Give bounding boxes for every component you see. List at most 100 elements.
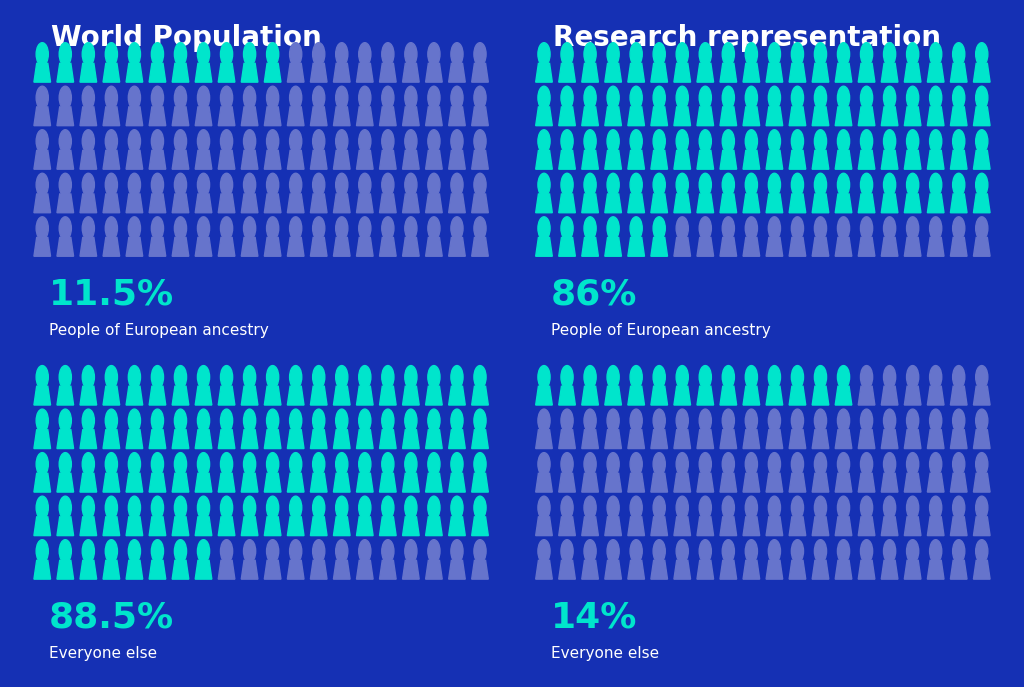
- Polygon shape: [743, 107, 760, 126]
- Circle shape: [607, 217, 620, 240]
- Circle shape: [814, 409, 826, 432]
- Polygon shape: [402, 194, 419, 213]
- Circle shape: [290, 540, 302, 563]
- Polygon shape: [310, 473, 327, 492]
- Polygon shape: [974, 561, 990, 579]
- Circle shape: [36, 409, 48, 432]
- Circle shape: [792, 130, 804, 153]
- Polygon shape: [356, 238, 373, 256]
- Polygon shape: [674, 386, 690, 405]
- Circle shape: [428, 86, 440, 109]
- Circle shape: [336, 409, 348, 432]
- Circle shape: [538, 496, 550, 519]
- Polygon shape: [904, 561, 921, 579]
- Circle shape: [538, 217, 550, 240]
- Polygon shape: [582, 430, 598, 449]
- Circle shape: [630, 409, 642, 432]
- Circle shape: [653, 130, 666, 153]
- Polygon shape: [882, 430, 898, 449]
- Polygon shape: [242, 150, 258, 169]
- Polygon shape: [950, 107, 967, 126]
- Circle shape: [404, 217, 417, 240]
- Circle shape: [59, 365, 72, 389]
- Polygon shape: [310, 107, 327, 126]
- Circle shape: [538, 173, 550, 196]
- Polygon shape: [449, 194, 465, 213]
- Polygon shape: [858, 561, 874, 579]
- Polygon shape: [605, 561, 622, 579]
- Circle shape: [382, 217, 394, 240]
- Polygon shape: [720, 150, 736, 169]
- Polygon shape: [126, 561, 142, 579]
- Circle shape: [266, 173, 279, 196]
- Polygon shape: [974, 238, 990, 256]
- Circle shape: [676, 173, 688, 196]
- Polygon shape: [310, 386, 327, 405]
- Polygon shape: [264, 107, 281, 126]
- Polygon shape: [150, 63, 166, 82]
- Circle shape: [82, 173, 94, 196]
- Circle shape: [312, 217, 325, 240]
- Polygon shape: [126, 107, 142, 126]
- Circle shape: [676, 86, 688, 109]
- Circle shape: [451, 496, 463, 519]
- Circle shape: [82, 453, 94, 475]
- Polygon shape: [605, 107, 622, 126]
- Polygon shape: [380, 150, 396, 169]
- Polygon shape: [582, 150, 598, 169]
- Polygon shape: [766, 238, 782, 256]
- Polygon shape: [334, 386, 350, 405]
- Polygon shape: [402, 238, 419, 256]
- Circle shape: [128, 130, 140, 153]
- Polygon shape: [628, 386, 644, 405]
- Polygon shape: [790, 150, 806, 169]
- Polygon shape: [790, 107, 806, 126]
- Circle shape: [382, 365, 394, 389]
- Circle shape: [290, 496, 302, 519]
- Polygon shape: [426, 561, 442, 579]
- Polygon shape: [150, 107, 166, 126]
- Circle shape: [474, 217, 486, 240]
- Circle shape: [561, 217, 573, 240]
- Polygon shape: [242, 473, 258, 492]
- Polygon shape: [790, 194, 806, 213]
- Circle shape: [792, 217, 804, 240]
- Polygon shape: [34, 430, 50, 449]
- Circle shape: [952, 43, 965, 66]
- Polygon shape: [697, 194, 714, 213]
- Circle shape: [584, 453, 596, 475]
- Polygon shape: [57, 517, 74, 536]
- Circle shape: [792, 43, 804, 66]
- Polygon shape: [402, 150, 419, 169]
- Polygon shape: [950, 517, 967, 536]
- Circle shape: [290, 130, 302, 153]
- Polygon shape: [57, 386, 74, 405]
- Polygon shape: [34, 150, 50, 169]
- Polygon shape: [812, 63, 828, 82]
- Polygon shape: [310, 561, 327, 579]
- Polygon shape: [150, 430, 166, 449]
- Circle shape: [220, 173, 232, 196]
- Circle shape: [699, 217, 712, 240]
- Circle shape: [451, 409, 463, 432]
- Circle shape: [36, 130, 48, 153]
- Circle shape: [312, 130, 325, 153]
- Circle shape: [290, 453, 302, 475]
- Polygon shape: [812, 517, 828, 536]
- Circle shape: [814, 496, 826, 519]
- Circle shape: [105, 173, 118, 196]
- Circle shape: [358, 173, 371, 196]
- Polygon shape: [628, 194, 644, 213]
- Circle shape: [174, 217, 186, 240]
- Circle shape: [82, 365, 94, 389]
- Circle shape: [884, 540, 896, 563]
- Polygon shape: [126, 386, 142, 405]
- Polygon shape: [836, 150, 852, 169]
- Polygon shape: [928, 238, 944, 256]
- Polygon shape: [80, 238, 96, 256]
- Circle shape: [976, 86, 988, 109]
- Polygon shape: [651, 386, 668, 405]
- Polygon shape: [904, 238, 921, 256]
- Circle shape: [105, 496, 118, 519]
- Polygon shape: [628, 517, 644, 536]
